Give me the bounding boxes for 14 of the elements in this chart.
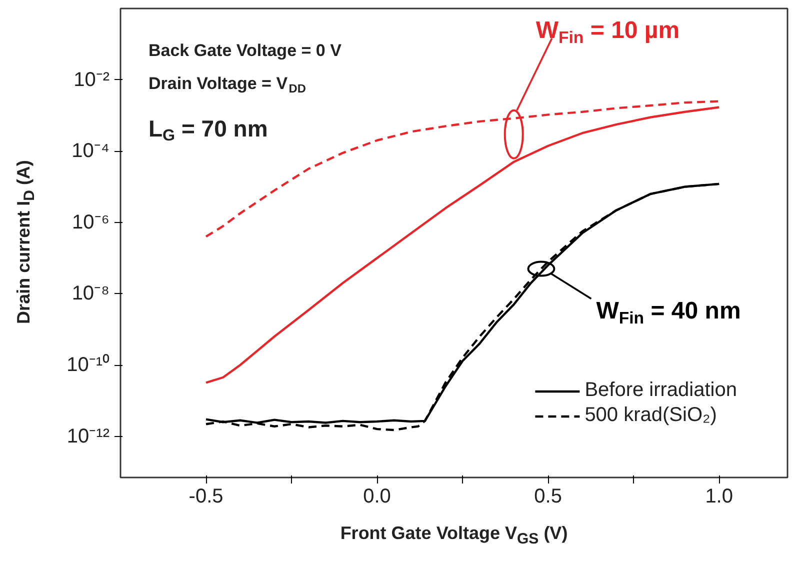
legend-label: Before irradiation [584, 379, 737, 402]
y-tick-label: 10⁻⁶ [72, 211, 110, 234]
annotation: Back Gate Voltage = 0 V [148, 41, 342, 60]
legend-label: 500 krad(SiO₂) [584, 404, 717, 427]
x-tick-label: 0.5 [534, 486, 562, 508]
x-tick-label: -0.5 [188, 486, 224, 508]
x-tick-label: 1.0 [705, 486, 733, 508]
x-axis-title: Front Gate Voltage V$_{GS}$ (V) [340, 522, 568, 550]
y-tick-label: 10⁻¹² [66, 425, 110, 448]
y-tick-label: 10⁻² [74, 68, 110, 91]
y-tick-label: 10⁻⁸ [72, 282, 110, 305]
y-tick-label: 10⁻¹⁰ [66, 353, 110, 376]
y-tick-label: 10⁻⁴ [72, 140, 110, 162]
x-tick-label: 0.0 [363, 486, 391, 508]
